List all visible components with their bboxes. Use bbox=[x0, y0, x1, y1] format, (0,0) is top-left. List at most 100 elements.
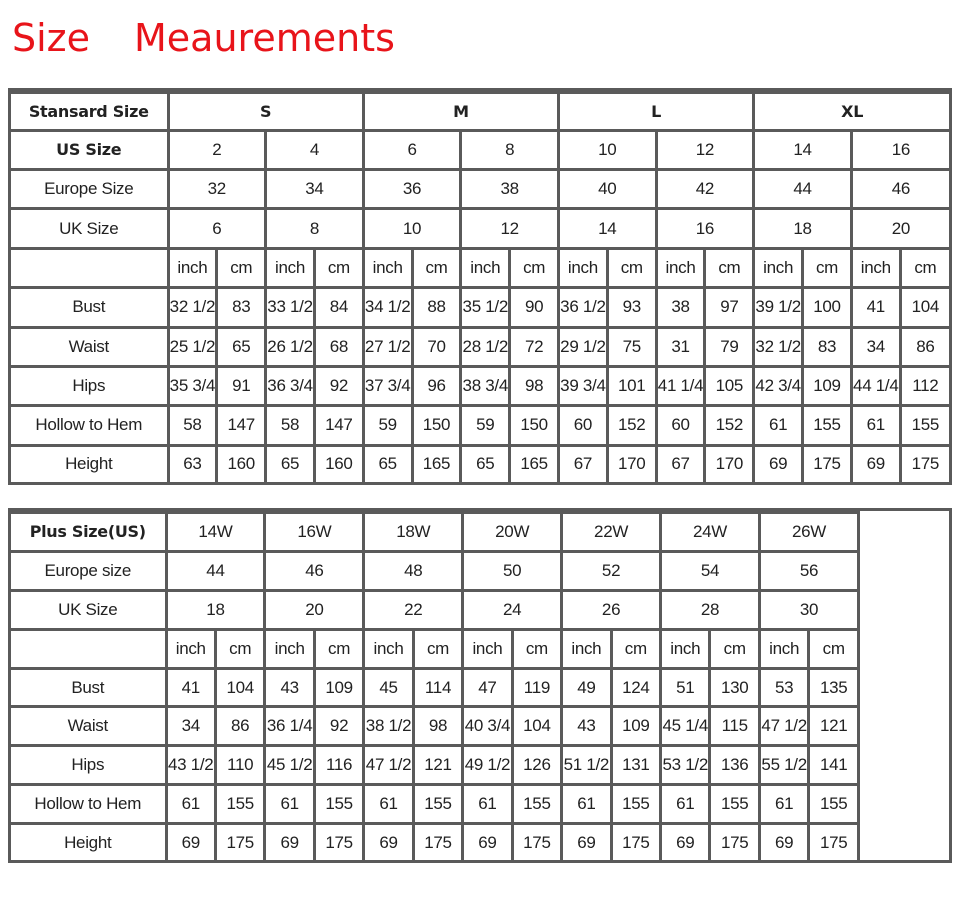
measurement-cell: 45 bbox=[362, 666, 415, 709]
europe-size-cell: 32 bbox=[166, 168, 268, 211]
measurement-cell: 61 bbox=[659, 783, 712, 826]
measurement-cell: 61 bbox=[362, 783, 415, 826]
measurement-cell: 39 1/2 bbox=[752, 286, 805, 329]
plus-size-cell: 14W bbox=[164, 511, 267, 553]
unit-cell: cm bbox=[609, 627, 663, 670]
empty-cell bbox=[11, 246, 170, 290]
measurement-cell: 88 bbox=[410, 286, 463, 329]
unit-cell: inch bbox=[164, 627, 217, 670]
europe-size-cell: 52 bbox=[560, 549, 663, 592]
measurement-cell: 114 bbox=[411, 666, 465, 709]
size-group-l: L bbox=[556, 91, 756, 132]
measurement-cell: 28 1/2 bbox=[459, 325, 512, 368]
measurement-cell: 34 bbox=[849, 325, 902, 368]
measurement-cell: 160 bbox=[215, 443, 268, 482]
header-label: Stansard Size bbox=[11, 91, 170, 132]
europe-size-cell: 44 bbox=[164, 549, 267, 592]
measurement-row: Waist 25 1/2 65 26 1/2 68 27 1/2 70 28 1/2 72 29 … bbox=[11, 325, 949, 368]
measurement-cell: 104 bbox=[213, 666, 267, 709]
measurement-cell: 53 1/2 bbox=[659, 744, 712, 787]
title-size: Size bbox=[12, 16, 91, 60]
row-label: US Size bbox=[11, 128, 170, 172]
uk-size-row: UK Size 18 20 22 24 26 28 30 bbox=[11, 588, 861, 631]
measurement-cell: 38 3/4 bbox=[459, 364, 512, 408]
unit-cell: cm bbox=[312, 627, 366, 670]
measurement-cell: 109 bbox=[801, 364, 853, 408]
measurement-cell: 65 bbox=[264, 443, 316, 482]
measurement-cell: 175 bbox=[609, 822, 663, 860]
unit-cell: cm bbox=[708, 627, 761, 670]
row-label: Europe Size bbox=[11, 168, 170, 211]
measurement-cell: 58 bbox=[166, 404, 219, 447]
measurement-cell: 43 bbox=[560, 705, 613, 748]
measurement-cell: 175 bbox=[708, 822, 761, 860]
uk-size-cell: 20 bbox=[849, 207, 949, 250]
measurement-cell: 68 bbox=[312, 325, 365, 368]
measurement-cell: 155 bbox=[213, 783, 267, 826]
europe-size-cell: 40 bbox=[557, 168, 658, 211]
row-label: Hips bbox=[11, 744, 168, 787]
unit-cell: inch bbox=[264, 246, 316, 290]
measurement-cell: 155 bbox=[411, 783, 465, 826]
measurement-cell: 152 bbox=[605, 404, 658, 447]
europe-size-cell: 34 bbox=[264, 168, 365, 211]
measurement-cell: 49 1/2 bbox=[461, 744, 514, 787]
measurement-cell: 65 bbox=[361, 443, 414, 482]
measurement-cell: 61 bbox=[263, 783, 316, 826]
measurement-cell: 165 bbox=[410, 443, 463, 482]
row-label: Bust bbox=[11, 666, 168, 709]
measurement-cell: 45 1/2 bbox=[263, 744, 316, 787]
measurement-cell: 135 bbox=[807, 666, 860, 709]
row-label: Europe size bbox=[11, 549, 168, 592]
europe-size-cell: 48 bbox=[362, 549, 465, 592]
measurement-cell: 152 bbox=[703, 404, 756, 447]
measurement-cell: 100 bbox=[801, 286, 853, 329]
measurement-cell: 58 bbox=[264, 404, 316, 447]
measurement-cell: 59 bbox=[361, 404, 414, 447]
measurement-cell: 69 bbox=[263, 822, 316, 860]
measurement-cell: 41 1/4 bbox=[654, 364, 707, 408]
measurement-row: Waist 34 86 36 1/4 92 38 1/2 98 40 3/4 104 43 109 4… bbox=[11, 705, 860, 748]
measurement-cell: 98 bbox=[411, 705, 465, 748]
measurement-cell: 79 bbox=[703, 325, 756, 368]
unit-cell: inch bbox=[361, 246, 414, 290]
measurement-cell: 104 bbox=[898, 286, 949, 329]
size-group-s: S bbox=[166, 91, 365, 132]
europe-size-cell: 38 bbox=[459, 168, 560, 211]
measurement-cell: 170 bbox=[703, 443, 756, 482]
measurement-cell: 130 bbox=[708, 666, 761, 709]
row-label: Bust bbox=[11, 286, 170, 329]
measurement-cell: 36 1/4 bbox=[263, 705, 316, 748]
measurement-cell: 65 bbox=[459, 443, 512, 482]
us-size-cell: 6 bbox=[361, 128, 463, 172]
europe-size-cell: 46 bbox=[263, 549, 366, 592]
measurement-cell: 67 bbox=[557, 443, 609, 482]
measurement-cell: 67 bbox=[654, 443, 707, 482]
measurement-cell: 69 bbox=[164, 822, 217, 860]
unit-cell: cm bbox=[703, 246, 756, 290]
measurement-cell: 69 bbox=[757, 822, 811, 860]
uk-size-cell: 22 bbox=[362, 588, 465, 631]
measurement-cell: 175 bbox=[411, 822, 465, 860]
unit-cell: inch bbox=[166, 246, 219, 290]
measurement-cell: 175 bbox=[312, 822, 366, 860]
measurement-cell: 91 bbox=[215, 364, 268, 408]
measurement-cell: 84 bbox=[312, 286, 365, 329]
measurement-row: Bust 41 104 43 109 45 114 47 119 49 124 51 130 53 135 bbox=[11, 666, 860, 709]
measurement-cell: 44 1/4 bbox=[849, 364, 902, 408]
measurement-cell: 170 bbox=[605, 443, 658, 482]
measurement-cell: 34 1/2 bbox=[361, 286, 414, 329]
measurement-cell: 175 bbox=[213, 822, 267, 860]
title-measurements: Meaurements bbox=[134, 16, 395, 60]
europe-size-row: Europe size 44 46 48 50 52 54 56 bbox=[11, 549, 861, 592]
measurement-cell: 61 bbox=[164, 783, 217, 826]
unit-cell: cm bbox=[215, 246, 268, 290]
europe-size-cell: 36 bbox=[361, 168, 463, 211]
measurement-cell: 175 bbox=[510, 822, 564, 860]
measurement-cell: 155 bbox=[312, 783, 366, 826]
measurement-cell: 104 bbox=[510, 705, 564, 748]
unit-cell: inch bbox=[459, 246, 512, 290]
measurement-cell: 41 bbox=[849, 286, 902, 329]
measurement-cell: 47 1/2 bbox=[362, 744, 415, 787]
row-label: Hollow to Hem bbox=[11, 783, 168, 826]
